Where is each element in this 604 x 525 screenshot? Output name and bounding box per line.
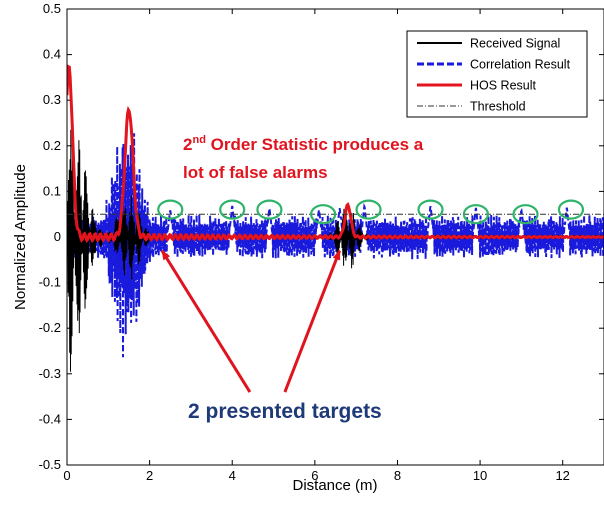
- false-alarm-marker: [256, 199, 283, 220]
- y-tick-label: -0.2: [39, 320, 61, 335]
- annotation-statistic-superscript: nd: [192, 134, 205, 146]
- false-alarm-marker: [417, 199, 444, 220]
- annotation-statistic-number: 2: [183, 135, 192, 154]
- x-tick-label: 2: [146, 468, 153, 483]
- y-tick-label: 0: [54, 229, 61, 244]
- legend-items: Received Signal Correlation Result HOS Res…: [417, 37, 571, 114]
- legend: Received Signal Correlation Result HOS Res…: [406, 30, 588, 118]
- series-hos-result: [67, 64, 604, 243]
- series-layer: [67, 64, 604, 372]
- y-tick-label: 0.2: [43, 138, 61, 153]
- target-arrow: [160, 249, 252, 393]
- y-axis-label: Normalized Amplitude: [12, 164, 29, 310]
- false-alarm-markers: [157, 199, 585, 225]
- plot-frame: [66, 8, 604, 466]
- false-alarm-marker: [462, 204, 490, 225]
- annotation-statistic-rest: Order Statistic produces a: [206, 135, 424, 154]
- x-tick-label: 6: [311, 468, 318, 483]
- legend-label: Threshold: [470, 100, 526, 114]
- y-tick-label: 0.1: [43, 183, 61, 198]
- false-alarm-marker: [310, 204, 337, 225]
- y-tick-label: 0.5: [43, 1, 61, 16]
- y-tick-label: -0.4: [39, 411, 61, 426]
- annotation-statistic-line2: lot of false alarms: [183, 163, 328, 182]
- false-alarm-marker: [219, 199, 246, 220]
- series-correlation-result: [67, 133, 604, 358]
- x-axis-ticks: 0 2 4 6 8 10 12: [63, 9, 570, 483]
- false-alarm-marker: [557, 199, 585, 220]
- x-tick-label: 0: [63, 468, 70, 483]
- x-tick-label: 4: [229, 468, 236, 483]
- legend-box: [406, 30, 588, 118]
- y-tick-label: 0.3: [43, 92, 61, 107]
- y-tick-label: -0.3: [39, 366, 61, 381]
- false-alarm-marker: [512, 204, 539, 225]
- false-alarm-marker: [157, 199, 184, 220]
- legend-label: HOS Result: [470, 79, 537, 93]
- x-tick-label: 12: [555, 468, 569, 483]
- y-axis-ticks: -0.5 -0.4 -0.3 -0.2 -0.1 0 0.1 0.2 0.3 0.4 0.5: [39, 1, 604, 472]
- x-tick-label: 8: [394, 468, 401, 483]
- legend-label: Correlation Result: [470, 58, 571, 72]
- annotation-targets-label: 2 presented targets: [188, 400, 382, 423]
- y-tick-label: 0.4: [43, 47, 61, 62]
- legend-label: Received Signal: [470, 37, 560, 51]
- x-axis-label: Distance (m): [292, 477, 377, 494]
- y-tick-label: -0.1: [39, 275, 61, 290]
- target-arrow: [283, 249, 342, 393]
- false-alarm-marker: [355, 199, 382, 220]
- x-tick-label: 10: [473, 468, 487, 483]
- annotations: 2nd Order Statistic produces a lot of fa…: [160, 134, 424, 423]
- annotation-statistic-line1: 2nd Order Statistic produces a: [183, 134, 424, 154]
- y-tick-label: -0.5: [39, 457, 61, 472]
